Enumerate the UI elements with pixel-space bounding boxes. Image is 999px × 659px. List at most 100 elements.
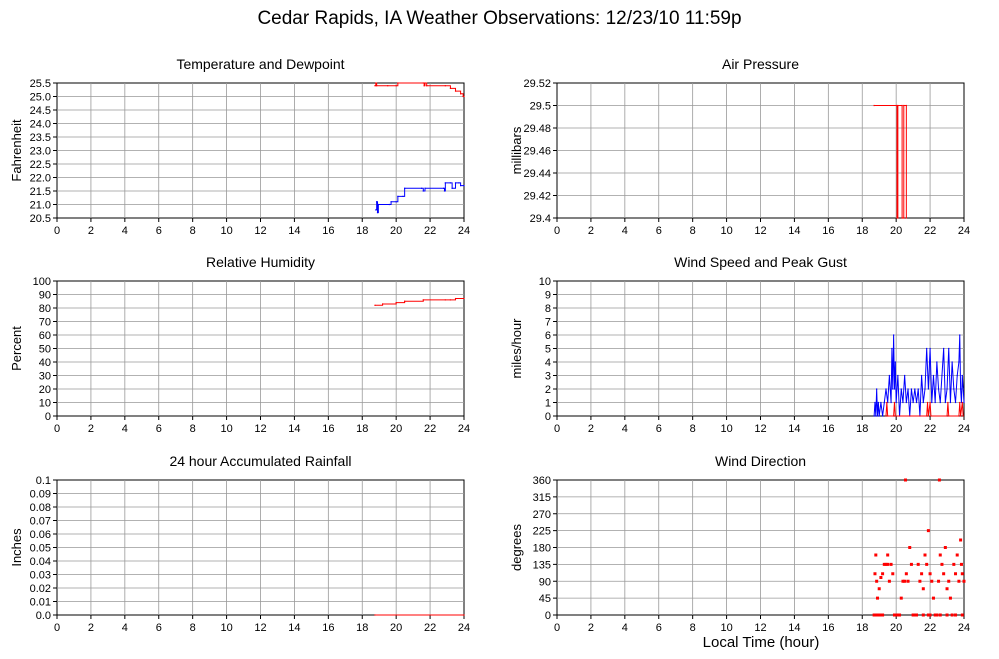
chart-3-ytick-label: 100 [33, 276, 51, 288]
chart-1-series-2-point [397, 195, 399, 197]
chart-6-series-1-point [959, 538, 963, 542]
chart-1-series-1-point [387, 85, 389, 87]
chart-4-series-2-point [894, 415, 896, 417]
chart-1-ytick-label: 22.5 [30, 159, 51, 171]
chart-5-ytick-label: 0.06 [30, 529, 51, 541]
chart-4-ylabel: miles/hour [509, 318, 524, 379]
chart-4-series-1-point [885, 388, 887, 390]
chart-6-series-1-point [896, 613, 900, 617]
chart-1-series-2-point [443, 187, 445, 189]
chart-1-series-2-point [375, 209, 377, 211]
chart-1-ytick-label: 21.0 [30, 200, 51, 212]
chart-4-ytick-label: 1 [545, 398, 551, 410]
chart-5-xtick-label: 22 [424, 622, 436, 634]
chart-4-ytick-label: 0 [545, 411, 551, 423]
chart-3-ytick-label: 30 [39, 371, 51, 383]
chart-6-series-1-point [923, 553, 927, 557]
chart-2-series-1-point [897, 217, 899, 219]
chart-6-series-1-point [876, 596, 880, 600]
chart-4-series-2-point [961, 401, 963, 404]
chart-6-series-1-point [916, 562, 920, 566]
chart-4-series-1-point [907, 388, 909, 390]
chart-4-series-1-point [931, 401, 933, 404]
chart-1-series-2-point [444, 182, 446, 184]
chart-4-series-1-point [902, 401, 904, 404]
chart-1-series-2-point [395, 201, 397, 203]
chart-3-ytick-label: 10 [39, 398, 51, 410]
chart-4-xtick-label: 8 [690, 423, 696, 435]
chart-3-ytick-label: 60 [39, 330, 51, 342]
chart-6-series-1-point [881, 572, 885, 576]
chart-3-series-1-point [422, 299, 424, 301]
chart-4-series-1-point [888, 374, 890, 377]
chart-6-series-1-point [926, 613, 930, 617]
chart-3-series-1-point [404, 300, 406, 302]
chart-6-xtick-label: 14 [788, 622, 800, 634]
chart-5-ylabel: Inches [9, 528, 24, 567]
chart-6-series-1-point [918, 579, 922, 583]
chart-5-title: 24 hour Accumulated Rainfall [169, 453, 351, 469]
chart-4-series-1-line [873, 334, 965, 417]
chart-1-series-2-point [424, 187, 426, 189]
chart-1-series-2-point [376, 201, 378, 203]
chart-1-title: Temperature and Dewpoint [176, 56, 344, 72]
chart-6-series-1-point [940, 562, 944, 566]
chart-6-series-1-point [954, 572, 958, 576]
chart-4-xtick-label: 2 [588, 423, 594, 435]
chart-5-ytick-label: 0.1 [36, 475, 51, 487]
chart-6-series-1-point [937, 579, 941, 583]
chart-1-series-2-point [388, 203, 390, 206]
chart-1-series-1-point [454, 90, 457, 92]
chart-4-xtick-label: 22 [924, 423, 936, 435]
chart-4-series-1-point [954, 401, 957, 404]
chart-1-series-2-point [390, 201, 392, 203]
chart-2-series-1-point [905, 217, 907, 219]
chart-4-ytick-label: 2 [545, 384, 551, 396]
chart-4-series-1-point [895, 401, 897, 404]
chart-4-series-2-point [887, 415, 889, 417]
chart-5-xtick-label: 4 [122, 622, 128, 634]
chart-4-series-1-point [880, 401, 882, 404]
chart-1-series-2-point [376, 212, 379, 214]
chart-3-xtick-label: 8 [190, 423, 196, 435]
chart-5-xtick-label: 2 [88, 622, 94, 634]
chart-4-series-1-point [926, 347, 928, 350]
chart-6-series-1-point [911, 613, 915, 617]
chart-2-series-1-point [901, 217, 903, 219]
chart-2-series-1-point [905, 104, 907, 107]
chart-6-series-1-point [921, 587, 925, 591]
chart-1-xtick-label: 20 [390, 225, 402, 237]
chart-2-ytick-label: 29.52 [523, 78, 551, 90]
chart-4-series-1-point [953, 388, 955, 390]
chart-1-series-2-point [402, 195, 404, 197]
chart-4-series-2-point [929, 401, 931, 404]
chart-4-ytick-label: 4 [545, 357, 551, 369]
chart-6-ytick-label: 45 [539, 593, 551, 605]
chart-6-xtick-label: 20 [890, 622, 902, 634]
chart-4-series-1-point [939, 401, 941, 404]
chart-1-ytick-label: 23.0 [30, 146, 51, 158]
chart-4-series-2-point [962, 415, 964, 417]
chart-6-series-1-point [892, 613, 896, 617]
chart-3-series-1-point [444, 299, 446, 301]
chart-2-ytick-label: 29.48 [523, 123, 551, 135]
chart-5-xtick-label: 12 [254, 622, 266, 634]
chart-2-xtick-label: 12 [754, 225, 766, 237]
chart-4-series-2-point [930, 415, 932, 417]
chart-4-series-1-point [891, 347, 893, 350]
chart-5-ytick-label: 0.09 [30, 489, 51, 501]
chart-1-xtick-label: 22 [424, 225, 436, 237]
chart-4-series-1-point [949, 401, 952, 404]
chart-4-series-1-point [875, 415, 877, 417]
chart-4-series-1-point [956, 374, 958, 377]
chart-3-xtick-label: 2 [88, 423, 94, 435]
chart-6-series-1-point [933, 613, 937, 617]
chart-1-series-1-point [376, 85, 378, 87]
chart-1-xtick-label: 4 [122, 225, 128, 237]
chart-4-xtick-label: 20 [890, 423, 902, 435]
chart-6-series-1-point [874, 613, 878, 617]
chart-4-series-1-point [922, 401, 924, 404]
chart-4-series-1-point [876, 415, 879, 417]
chart-1-xtick-label: 12 [254, 225, 266, 237]
chart-4-series-1-point [894, 361, 896, 363]
